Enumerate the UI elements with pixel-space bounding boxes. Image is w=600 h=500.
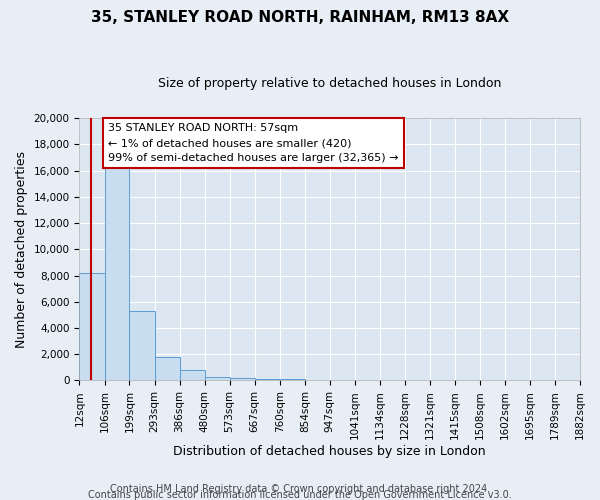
Title: Size of property relative to detached houses in London: Size of property relative to detached ho… (158, 78, 502, 90)
Bar (280, 379, 305, 380)
Text: 35, STANLEY ROAD NORTH, RAINHAM, RM13 8AX: 35, STANLEY ROAD NORTH, RAINHAM, RM13 8A… (91, 10, 509, 25)
Bar (79, 273, 104, 380)
Text: 35 STANLEY ROAD NORTH: 57sqm
← 1% of detached houses are smaller (420)
99% of se: 35 STANLEY ROAD NORTH: 57sqm ← 1% of det… (109, 124, 399, 163)
Bar (205, 376, 230, 380)
Bar (179, 370, 205, 380)
Bar (104, 164, 130, 380)
X-axis label: Distribution of detached houses by size in London: Distribution of detached houses by size … (173, 444, 486, 458)
Text: Contains HM Land Registry data © Crown copyright and database right 2024.: Contains HM Land Registry data © Crown c… (110, 484, 490, 494)
Bar (130, 311, 155, 380)
Bar (255, 378, 280, 380)
Bar (155, 357, 179, 380)
Y-axis label: Number of detached properties: Number of detached properties (15, 151, 28, 348)
Text: Contains public sector information licensed under the Open Government Licence v3: Contains public sector information licen… (88, 490, 512, 500)
Bar (230, 378, 255, 380)
